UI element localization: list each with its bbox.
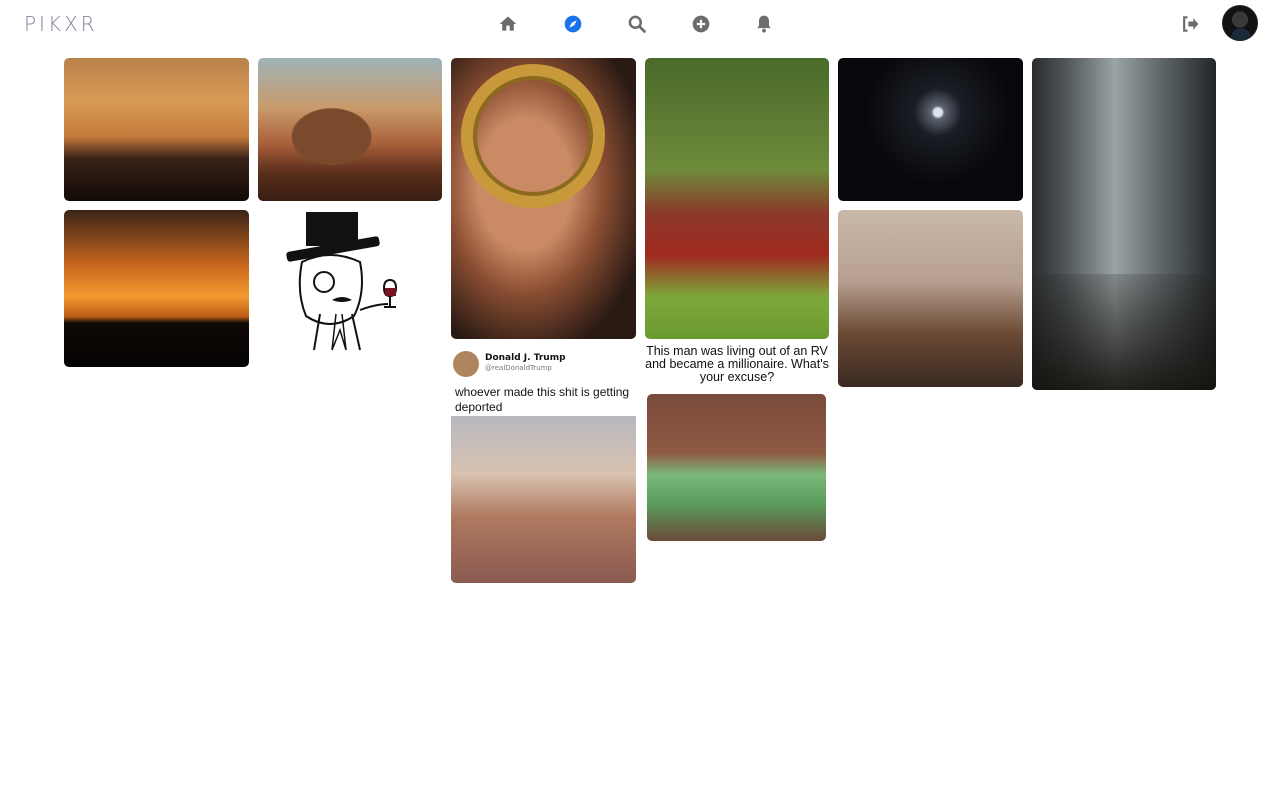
tweet-text: whoever made this shit is getting deport… <box>455 385 630 414</box>
bell-icon[interactable] <box>753 13 775 35</box>
pin-sunset-mountains[interactable] <box>64 210 249 367</box>
tweet-avatar <box>453 351 479 377</box>
pin-desert-canyon[interactable] <box>64 58 249 201</box>
mugshot-image <box>451 416 636 583</box>
top-bar: PIKXR <box>0 0 1280 50</box>
pin-rainy-city-street[interactable] <box>1032 58 1216 390</box>
app-logo[interactable]: PIKXR <box>24 12 98 36</box>
monocle-gentleman-illustration <box>286 212 398 351</box>
meme-caption: This man was living out of an RV and bec… <box>645 345 829 384</box>
pin-desert-rocks[interactable] <box>258 58 442 201</box>
pin-kid-meme[interactable] <box>838 210 1023 387</box>
plus-circle-icon[interactable] <box>690 13 712 35</box>
pin-woman-red-dress[interactable] <box>645 58 829 339</box>
home-icon[interactable] <box>497 13 519 35</box>
pin-monocle-meme[interactable] <box>280 210 415 352</box>
user-avatar[interactable] <box>1222 5 1258 41</box>
rv-meme-image <box>647 394 826 541</box>
tweet-author-handle: @realDonaldTrump <box>485 364 552 372</box>
tweet-author-name: Donald J. Trump <box>485 353 566 363</box>
pin-night-moon[interactable] <box>838 58 1023 201</box>
pin-woman-gold-ring[interactable] <box>451 58 636 339</box>
pin-tweet-meme[interactable]: Donald J. Trump @realDonaldTrump whoever… <box>451 347 636 583</box>
pin-rv-meme[interactable]: This man was living out of an RV and bec… <box>645 345 829 541</box>
sign-out-icon[interactable] <box>1179 13 1201 35</box>
search-icon[interactable] <box>626 13 648 35</box>
compass-icon[interactable] <box>562 13 584 35</box>
